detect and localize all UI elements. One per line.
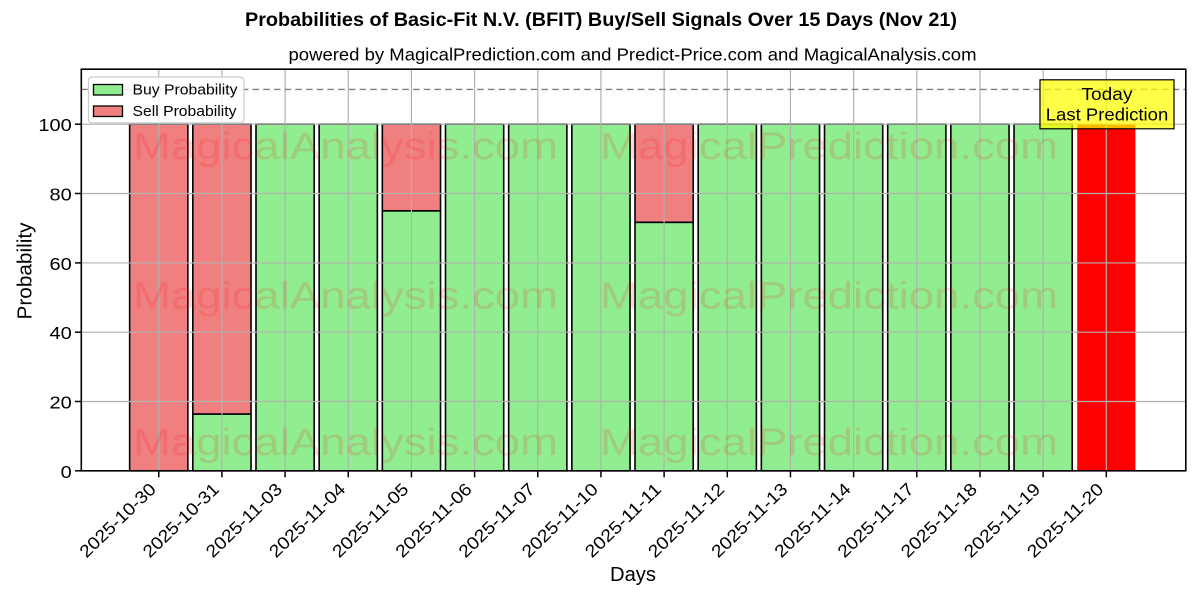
svg-text:0: 0: [61, 462, 72, 482]
svg-text:Buy Probability: Buy Probability: [133, 83, 239, 99]
svg-text:60: 60: [50, 254, 73, 274]
svg-text:powered by MagicalPrediction.c: powered by MagicalPrediction.com and Pre…: [289, 45, 977, 65]
svg-text:Today: Today: [1082, 84, 1133, 104]
svg-text:Probabilities of Basic-Fit N.V: Probabilities of Basic-Fit N.V. (BFIT) B…: [245, 10, 957, 31]
svg-text:Days: Days: [610, 564, 656, 586]
svg-text:MagicalPrediction.com: MagicalPrediction.com: [600, 126, 1058, 168]
svg-text:Sell Probability: Sell Probability: [133, 104, 238, 120]
svg-text:MagicalAnalysis.com: MagicalAnalysis.com: [133, 276, 558, 318]
svg-text:20: 20: [50, 393, 73, 413]
svg-text:MagicalAnalysis.com: MagicalAnalysis.com: [133, 126, 558, 168]
svg-text:MagicalAnalysis.com: MagicalAnalysis.com: [133, 422, 558, 464]
svg-text:Last Prediction: Last Prediction: [1046, 104, 1169, 124]
svg-text:40: 40: [50, 323, 73, 343]
svg-text:Probability: Probability: [15, 223, 37, 320]
svg-text:MagicalPrediction.com: MagicalPrediction.com: [600, 276, 1058, 318]
svg-text:100: 100: [38, 115, 72, 135]
svg-text:80: 80: [50, 185, 73, 205]
svg-text:MagicalPrediction.com: MagicalPrediction.com: [600, 422, 1058, 464]
